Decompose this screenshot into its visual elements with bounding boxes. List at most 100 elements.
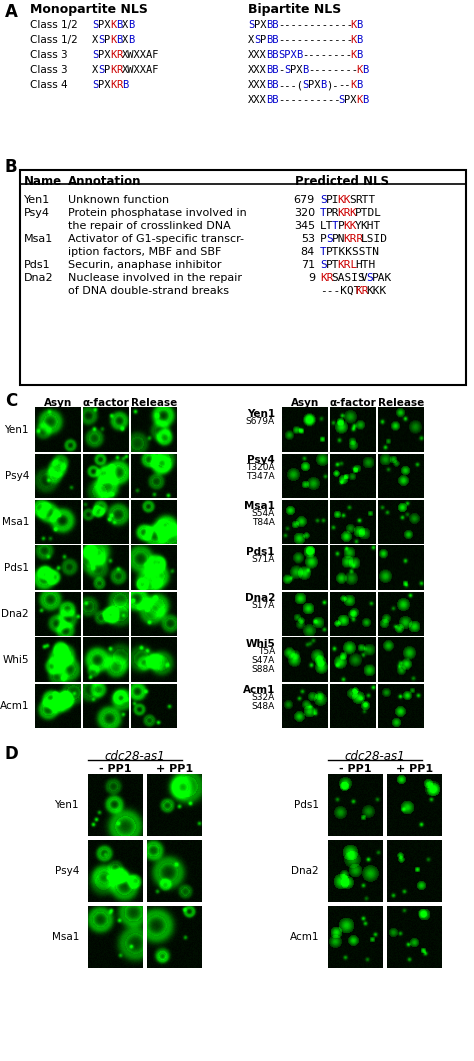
- Text: S71A: S71A: [252, 556, 275, 564]
- Text: + PP1: + PP1: [396, 764, 433, 775]
- Text: Predicted NLS: Predicted NLS: [295, 175, 389, 188]
- Text: Activator of G1-specific transcr-: Activator of G1-specific transcr-: [68, 234, 244, 244]
- Text: ---(: ---(: [278, 80, 303, 90]
- Text: S47A: S47A: [252, 656, 275, 665]
- Text: ----------: ----------: [278, 95, 340, 105]
- Text: Whi5: Whi5: [245, 639, 275, 649]
- Text: Msa1: Msa1: [1, 517, 29, 527]
- Text: K: K: [350, 35, 356, 45]
- Text: Monopartite NLS: Monopartite NLS: [30, 3, 148, 16]
- Text: Annotation: Annotation: [68, 175, 142, 188]
- Text: T: T: [320, 247, 327, 257]
- Text: Release: Release: [378, 398, 424, 408]
- Text: PR: PR: [326, 208, 339, 218]
- Text: the repair of crosslinked DNA: the repair of crosslinked DNA: [68, 221, 231, 231]
- Text: R: R: [116, 65, 122, 75]
- Text: Nuclease involved in the repair: Nuclease involved in the repair: [68, 273, 242, 283]
- Text: T320A: T320A: [246, 464, 275, 472]
- Text: Psy4: Psy4: [5, 471, 29, 481]
- Text: B: B: [356, 20, 362, 30]
- Text: XXX: XXX: [248, 80, 267, 90]
- Text: Y: Y: [355, 221, 362, 231]
- Text: B: B: [356, 80, 362, 90]
- Text: R: R: [116, 80, 122, 90]
- Text: S679A: S679A: [246, 417, 275, 427]
- Text: S48A: S48A: [252, 702, 275, 711]
- Text: S: S: [254, 35, 260, 45]
- Text: K: K: [110, 80, 116, 90]
- Text: PAK: PAK: [372, 273, 392, 283]
- Text: X: X: [92, 65, 98, 75]
- Text: S: S: [98, 65, 104, 75]
- Text: S: S: [248, 20, 254, 30]
- Text: K: K: [356, 65, 362, 75]
- Text: T347A: T347A: [246, 472, 275, 481]
- Text: X: X: [92, 35, 98, 45]
- Text: )-: )-: [326, 80, 338, 90]
- Text: S: S: [92, 80, 98, 90]
- Text: 345: 345: [294, 221, 315, 231]
- Text: K: K: [356, 95, 362, 105]
- Text: P: P: [320, 234, 327, 244]
- Text: 53: 53: [301, 234, 315, 244]
- Text: BB: BB: [266, 65, 279, 75]
- Text: KK: KK: [337, 195, 351, 205]
- Text: X: X: [122, 20, 128, 30]
- Text: S: S: [320, 195, 327, 205]
- Text: K: K: [110, 65, 116, 75]
- Text: B: B: [128, 35, 134, 45]
- Text: Psy4: Psy4: [55, 866, 79, 876]
- Text: S: S: [338, 95, 344, 105]
- Text: Asyn: Asyn: [44, 398, 72, 408]
- Text: KR: KR: [355, 286, 368, 296]
- Text: K: K: [110, 50, 116, 60]
- Text: PX: PX: [308, 80, 320, 90]
- Text: 679: 679: [294, 195, 315, 205]
- Text: S: S: [366, 273, 373, 283]
- Text: S: S: [302, 80, 308, 90]
- Text: ------------: ------------: [278, 20, 353, 30]
- Text: B: B: [302, 65, 308, 75]
- Text: S17A: S17A: [252, 602, 275, 610]
- Text: Acm1: Acm1: [0, 701, 29, 711]
- Text: B: B: [356, 35, 362, 45]
- Text: -: -: [278, 65, 284, 75]
- Text: Msa1: Msa1: [244, 501, 275, 511]
- Text: D: D: [5, 745, 19, 763]
- Text: K: K: [350, 20, 356, 30]
- Text: Yen1: Yen1: [4, 425, 29, 435]
- Text: B: B: [362, 65, 368, 75]
- Text: Whi5: Whi5: [2, 655, 29, 665]
- Text: B: B: [122, 80, 128, 90]
- Text: B: B: [128, 20, 134, 30]
- Text: Psy4: Psy4: [24, 208, 50, 218]
- Text: PTKKSSTN: PTKKSSTN: [326, 247, 380, 257]
- Text: Bipartite NLS: Bipartite NLS: [248, 3, 341, 16]
- Text: Pds1: Pds1: [24, 260, 51, 269]
- Text: R: R: [116, 50, 122, 60]
- Text: X: X: [122, 35, 128, 45]
- Text: K: K: [110, 20, 116, 30]
- Text: BB: BB: [266, 80, 279, 90]
- Text: RTT: RTT: [355, 195, 375, 205]
- Text: cdc28-as1: cdc28-as1: [345, 750, 405, 763]
- Text: Dna2: Dna2: [1, 609, 29, 619]
- Text: PT: PT: [326, 260, 339, 269]
- Text: KRR: KRR: [343, 234, 364, 244]
- Text: - PP1: - PP1: [99, 764, 132, 775]
- Text: C: C: [5, 392, 17, 410]
- Text: Class 3: Class 3: [30, 65, 68, 75]
- Text: PX: PX: [290, 65, 302, 75]
- Text: T: T: [320, 208, 327, 218]
- Text: PX: PX: [344, 95, 356, 105]
- Text: Msa1: Msa1: [52, 932, 79, 942]
- Text: PX: PX: [98, 20, 110, 30]
- Text: B: B: [116, 35, 122, 45]
- Text: KRL: KRL: [337, 260, 358, 269]
- Text: of DNA double-strand breaks: of DNA double-strand breaks: [68, 286, 229, 296]
- Text: XXX: XXX: [248, 65, 267, 75]
- Text: KK: KK: [343, 221, 357, 231]
- Text: Dna2: Dna2: [245, 593, 275, 603]
- Text: --------: --------: [302, 50, 352, 60]
- Text: Class 1/2: Class 1/2: [30, 20, 78, 30]
